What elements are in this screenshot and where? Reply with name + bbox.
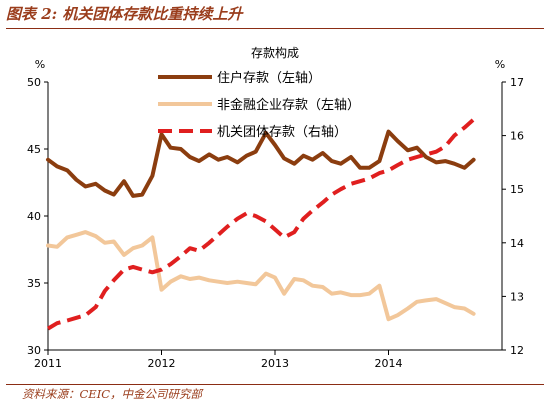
- household-deposit-line: [46, 129, 476, 198]
- left-tick-label: 30: [27, 344, 41, 357]
- right-tick-label: 15: [510, 183, 524, 196]
- legend-non-financial-label: 非金融企业存款（左轴）: [217, 97, 360, 113]
- x-tick-label: 2013: [261, 357, 289, 370]
- x-tick-label: 2014: [375, 357, 403, 370]
- figure-title: 图表 2: 机关团体存款比重持续上升: [6, 5, 243, 23]
- footer-rule: [6, 384, 544, 385]
- source-note: 资料来源：CEIC，中金公司研究部: [22, 387, 203, 401]
- legend-institutional-label: 机关团体存款（右轴）: [217, 125, 347, 140]
- left-tick-label: 50: [27, 76, 41, 89]
- x-tick-label: 2012: [148, 357, 176, 370]
- right-tick-label: 12: [510, 344, 524, 357]
- x-tick-label: 2011: [34, 357, 62, 370]
- title-rule: [6, 28, 544, 29]
- legend-household-label: 住户存款（左轴）: [217, 70, 321, 86]
- chart-title: 存款构成: [251, 45, 299, 60]
- non-financial-deposit-line: [46, 230, 476, 322]
- left-tick-label: 35: [27, 277, 41, 290]
- right-tick-label: 16: [510, 130, 524, 143]
- axes: 30 35 40 45 50 12 13 14 15 16 17 2011 2012 2013 2014: [27, 76, 524, 370]
- legend: 住户存款（左轴） 非金融企业存款（左轴） 机关团体存款（右轴）: [158, 70, 360, 140]
- left-axis-unit: %: [35, 58, 45, 71]
- left-tick-label: 45: [27, 143, 41, 156]
- right-tick-label: 14: [510, 237, 524, 250]
- right-tick-label: 17: [510, 76, 524, 89]
- left-tick-label: 40: [27, 210, 41, 223]
- deposit-composition-chart: 存款构成 % % 30 35 40 45 50 12 13 14 15 16 17 2011 2012 2…: [27, 45, 524, 370]
- institutional-deposit-line: [46, 118, 475, 331]
- right-tick-label: 13: [510, 290, 524, 303]
- series-layer: [46, 118, 476, 331]
- right-axis-unit: %: [495, 58, 505, 71]
